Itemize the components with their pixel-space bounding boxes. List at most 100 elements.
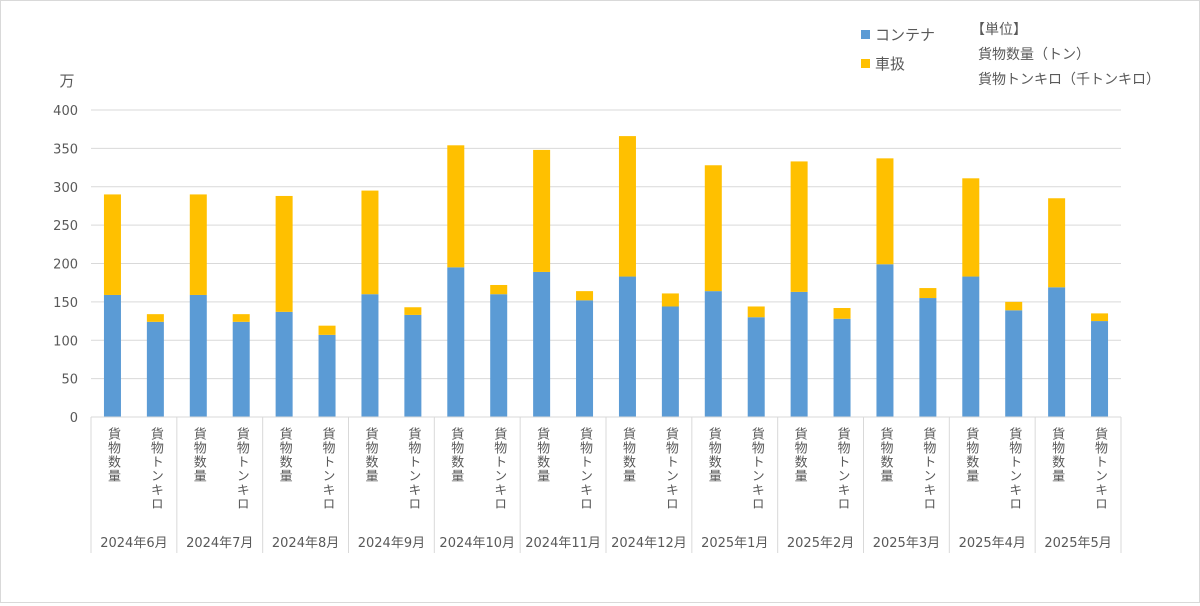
bar-container-2-1: [318, 334, 336, 417]
bar-container-6-0: [618, 276, 636, 417]
bar-shaken-11-1: [1091, 313, 1109, 322]
unit-note: 【単位】 貨物数量（トン） 貨物トンキロ（千トンキロ）: [971, 22, 1160, 88]
gridlines: [91, 109, 1121, 380]
x-subcategory-label: 貨物数量: [792, 426, 808, 483]
unit-note-line-1: 貨物数量（トン）: [978, 46, 1090, 63]
legend-swatch-1: [861, 59, 870, 68]
bars: [103, 136, 1109, 417]
x-subcategory-label: 貨物数量: [963, 426, 979, 483]
bar-container-11-0: [1048, 287, 1066, 417]
x-group-label: 2024年9月: [358, 536, 425, 551]
x-subcategory-label: 貨物トンキロ: [920, 426, 936, 511]
x-subcategory-label: 貨物数量: [277, 426, 293, 483]
x-subcategory-label: 貨物トンキロ: [1092, 426, 1108, 511]
bar-container-0-1: [146, 321, 164, 417]
x-subcategory-label: 貨物トンキロ: [320, 426, 336, 511]
legend-label-1: 車扱: [875, 55, 905, 73]
bar-container-3-0: [361, 294, 379, 417]
x-group-label: 2025年1月: [701, 536, 768, 551]
bar-shaken-2-1: [318, 325, 336, 335]
x-subcategory-label: 貨物トンキロ: [1006, 426, 1022, 511]
x-subcategory-label: 貨物トンキロ: [491, 426, 507, 511]
y-axis-unit: 万: [59, 72, 74, 90]
x-subcategory-label: 貨物トンキロ: [749, 426, 765, 511]
x-group-label: 2024年12月: [611, 536, 687, 551]
bar-shaken-7-1: [747, 306, 765, 318]
y-tick-label: 0: [70, 411, 78, 426]
bar-shaken-4-0: [447, 145, 465, 268]
x-subcategory-label: 貨物数量: [448, 426, 464, 483]
bar-shaken-6-0: [618, 136, 636, 277]
bar-container-10-0: [962, 276, 980, 417]
y-tick-label: 50: [61, 373, 78, 388]
x-group-label: 2024年8月: [272, 536, 339, 551]
bar-container-7-1: [747, 317, 765, 417]
bar-shaken-11-0: [1048, 198, 1066, 288]
y-tick-label: 100: [53, 334, 78, 349]
x-group-label: 2024年10月: [439, 536, 515, 551]
legend-swatch-0: [861, 30, 870, 39]
x-subcategory-label: 貨物数量: [362, 426, 378, 483]
x-subcategory-label: 貨物トンキロ: [148, 426, 164, 511]
bar-shaken-9-0: [876, 158, 894, 265]
bar-container-9-0: [876, 264, 894, 417]
y-axis-ticks: 0 50 100 150 200 250 300 350 400: [53, 104, 78, 426]
bar-shaken-8-0: [790, 161, 808, 292]
x-subcategory-label: 貨物数量: [877, 426, 893, 483]
x-subcategory-label: 貨物数量: [706, 426, 722, 483]
x-subcategory-label: 貨物トンキロ: [577, 426, 593, 511]
bar-shaken-0-1: [146, 314, 164, 322]
y-tick-label: 250: [53, 219, 78, 234]
x-axis: 貨物数量 貨物トンキロ 2024年6月 貨物数量 貨物トンキロ 2024年7月 貨物数量 貨物…: [90, 416, 1122, 553]
x-group-label: 2025年5月: [1044, 536, 1111, 551]
x-subcategory-label: 貨物数量: [105, 426, 121, 483]
x-subcategory-label: 貨物トンキロ: [234, 426, 250, 511]
bar-container-6-1: [661, 306, 679, 417]
y-tick-label: 400: [53, 104, 78, 119]
bar-container-8-1: [833, 318, 851, 417]
bar-shaken-3-0: [361, 190, 379, 295]
x-group-label: 2025年4月: [959, 536, 1026, 551]
bar-container-4-0: [447, 267, 465, 417]
bar-container-0-0: [103, 294, 121, 417]
bar-shaken-9-1: [919, 288, 937, 299]
x-subcategory-label: 貨物数量: [191, 426, 207, 483]
x-group-label: 2024年7月: [186, 536, 253, 551]
x-subcategory-label: 貨物トンキロ: [835, 426, 851, 511]
y-tick-label: 150: [53, 296, 78, 311]
bar-container-2-0: [275, 311, 293, 417]
bar-container-11-1: [1091, 321, 1109, 417]
x-subcategory-label: 貨物数量: [534, 426, 550, 483]
bar-container-3-1: [404, 314, 422, 417]
bar-shaken-3-1: [404, 307, 422, 315]
bar-shaken-10-0: [962, 178, 980, 277]
y-tick-label: 200: [53, 258, 78, 273]
bar-shaken-1-1: [232, 314, 250, 322]
bar-shaken-5-0: [533, 149, 551, 272]
bar-container-5-1: [576, 300, 594, 417]
x-group-label: 2025年3月: [873, 536, 940, 551]
bar-container-9-1: [919, 298, 937, 417]
bar-shaken-1-0: [189, 194, 207, 295]
bar-shaken-7-0: [704, 165, 722, 292]
bar-container-4-1: [490, 294, 508, 417]
x-subcategory-label: 貨物トンキロ: [663, 426, 679, 511]
x-group-label: 2025年2月: [787, 536, 854, 551]
bar-container-1-1: [232, 321, 250, 417]
bar-shaken-2-0: [275, 195, 293, 312]
y-tick-label: 350: [53, 142, 78, 157]
unit-note-line-2: 貨物トンキロ（千トンキロ）: [978, 71, 1160, 88]
bar-container-10-1: [1005, 310, 1023, 417]
bar-container-1-0: [189, 294, 207, 417]
bar-shaken-0-0: [103, 194, 121, 295]
x-group-label: 2024年11月: [525, 536, 601, 551]
legend-label-0: コンテナ: [875, 26, 935, 44]
x-subcategory-label: 貨物数量: [1049, 426, 1065, 483]
y-tick-label: 300: [53, 181, 78, 196]
x-group-label: 2024年6月: [100, 536, 167, 551]
bar-shaken-5-1: [576, 291, 594, 301]
x-subcategory-label: 貨物トンキロ: [405, 426, 421, 511]
unit-note-title: 【単位】: [971, 22, 1027, 38]
